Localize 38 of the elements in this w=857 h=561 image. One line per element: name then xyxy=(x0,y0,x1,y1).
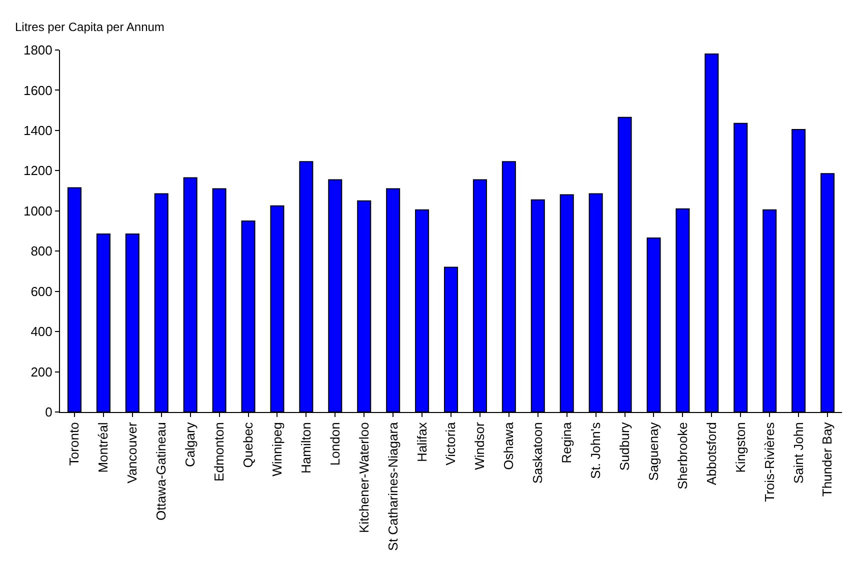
x-tick-label: Winnipeg xyxy=(269,422,284,476)
x-tick-label: Saskatoon xyxy=(530,422,546,484)
x-tick-label: Regina xyxy=(559,421,574,464)
x-tick-label: Quebec xyxy=(240,422,256,468)
x-tick-label: Windsor xyxy=(472,422,488,470)
x-tick-label: Hamilton xyxy=(298,422,314,474)
y-tick-label: 400 xyxy=(30,324,52,340)
x-tick-label: Kingston xyxy=(732,422,748,473)
x-tick-label: Sherbrooke xyxy=(674,422,690,490)
y-tick-label: 600 xyxy=(30,284,52,299)
x-tick-label: Trois-Rivières xyxy=(762,422,777,502)
x-tick-label: Abbotsford xyxy=(704,422,719,486)
x-tick-label: Halifax xyxy=(414,422,430,462)
x-tick-label: Thunder Bay xyxy=(820,422,835,497)
y-tick-label: 800 xyxy=(30,244,52,259)
x-tick-label: Toronto xyxy=(66,422,82,466)
x-tick-label: Ottawa-Gatineau xyxy=(154,422,169,520)
x-tick-label: Saguenay xyxy=(646,422,661,481)
x-tick-label: Kitchener-Waterloo xyxy=(356,422,372,533)
y-tick-label: 0 xyxy=(45,404,52,420)
y-tick-label: 1400 xyxy=(23,122,52,138)
x-tick-label: Sudbury xyxy=(617,422,632,471)
x-tick-label: Montréal xyxy=(96,422,111,473)
y-tick-label: 1000 xyxy=(23,203,52,218)
x-tick-label: Oshawa xyxy=(501,421,516,470)
x-tick-label: London xyxy=(327,422,342,466)
y-tick-label: 1200 xyxy=(23,163,52,178)
x-tick-label: Edmonton xyxy=(212,422,227,482)
y-tick-label: 1600 xyxy=(23,82,52,98)
y-axis-title: Litres per Capita per Annum xyxy=(15,20,164,34)
x-tick-label: St. John's xyxy=(588,422,604,479)
x-tick-label: St Catharines-Niagara xyxy=(385,421,400,551)
y-tick-label: 1800 xyxy=(23,42,52,58)
x-tick-label: Calgary xyxy=(182,422,198,467)
x-tick-label: Vancouver xyxy=(124,422,140,484)
y-tick-label: 200 xyxy=(30,364,52,380)
x-tick-label: Victoria xyxy=(443,421,458,466)
x-tick-label: Saint John xyxy=(790,422,806,484)
